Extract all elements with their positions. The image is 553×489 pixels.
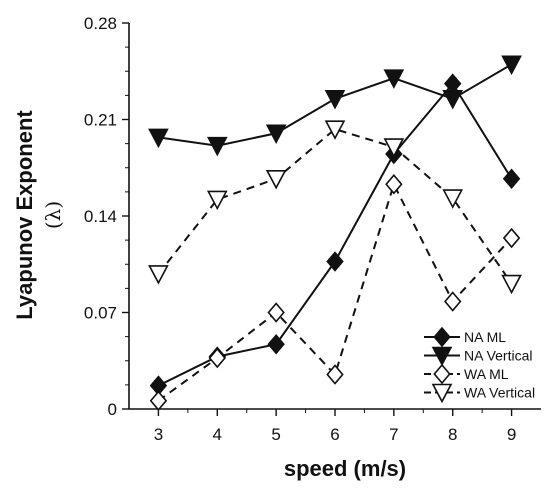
data-point-wa-vertical (501, 274, 522, 295)
data-point-na-vertical (324, 90, 346, 110)
legend-label: NA Vertical (464, 348, 532, 364)
y-axis-title: Lyapunov Exponent (12, 110, 37, 320)
data-point-na-ml (326, 251, 344, 272)
legend-label: WA Vertical (464, 385, 535, 401)
x-tick-label: 3 (154, 425, 163, 444)
data-point-wa-vertical (206, 190, 228, 211)
legend-item-wa-vertical: WA Vertical (424, 383, 535, 404)
y-tick-label: 0 (108, 400, 117, 419)
data-point-na-vertical (148, 128, 169, 149)
data-point-wa-vertical (383, 138, 405, 158)
data-point-wa-ml (149, 390, 168, 411)
data-point-wa-ml (385, 174, 403, 195)
data-point-na-vertical (265, 124, 287, 144)
data-point-wa-ml (267, 302, 285, 323)
x-tick-label: 7 (389, 425, 398, 444)
data-point-wa-vertical (265, 169, 287, 190)
data-point-na-ml (502, 168, 521, 190)
legend-marker (431, 346, 453, 367)
y-axis-subtitle: (λ) (41, 201, 65, 229)
legend-marker (433, 326, 451, 348)
x-tick-label: 9 (507, 425, 516, 444)
legend-label: NA ML (464, 329, 506, 345)
data-point-na-ml (267, 333, 285, 355)
series-wa-vertical (148, 120, 522, 295)
legend-item-na-ml: NA ML (424, 326, 506, 348)
y-tick-label: 0.28 (84, 14, 117, 33)
ticks: 0 0.07 0.14 0.21 0.28 3 4 5 6 7 8 9 (84, 14, 516, 444)
y-tick-label: 0.21 (84, 111, 117, 130)
data-point-wa-ml (326, 364, 344, 385)
data-point-na-vertical (442, 90, 464, 110)
data-point-na-vertical (501, 55, 522, 76)
legend-label: WA ML (464, 366, 509, 382)
data-point-na-vertical (383, 69, 405, 89)
series-wa-ml (149, 174, 521, 411)
data-point-wa-vertical (442, 189, 464, 209)
y-tick-label: 0.07 (84, 304, 117, 323)
x-tick-label: 5 (271, 425, 280, 444)
data-point-wa-vertical (148, 265, 169, 285)
data-point-wa-ml (502, 227, 521, 249)
legend-marker (433, 363, 451, 385)
data-point-wa-vertical (324, 120, 346, 140)
x-tick-label: 4 (213, 425, 222, 444)
x-tick-label: 8 (448, 425, 457, 444)
data-point-wa-ml (444, 291, 462, 312)
legend-item-na-vertical: NA Vertical (424, 346, 532, 367)
data-point-wa-ml (208, 347, 226, 369)
series-na-vertical (148, 55, 522, 157)
data-point-na-vertical (206, 136, 228, 157)
legend-marker (431, 383, 453, 404)
y-tick-label: 0.14 (84, 207, 117, 226)
series-layer (148, 55, 522, 411)
legend-item-wa-ml: WA ML (424, 363, 509, 385)
legend: NA ML NA Vertical WA ML WA Vertical (424, 326, 535, 404)
x-tick-label: 6 (330, 425, 339, 444)
x-axis-title: speed (m/s) (284, 456, 406, 481)
